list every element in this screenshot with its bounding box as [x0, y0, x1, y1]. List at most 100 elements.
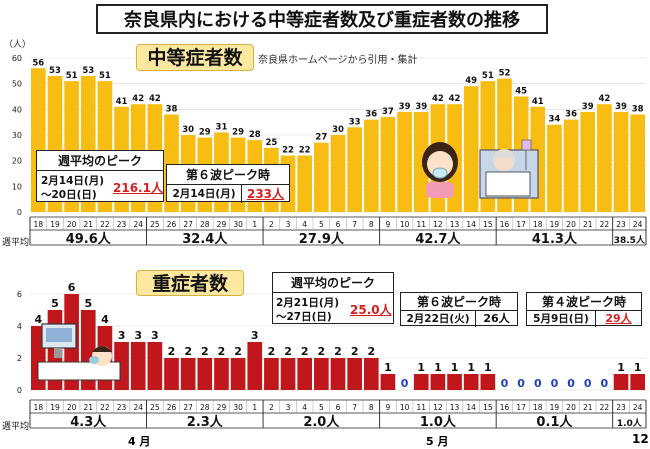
- bar: [463, 86, 479, 212]
- data-label: 39: [399, 102, 411, 112]
- x-tick-label: 20: [566, 403, 576, 412]
- data-label: 56: [32, 58, 44, 68]
- x-tick-label: 7: [352, 403, 357, 412]
- data-label: 1: [417, 361, 425, 374]
- x-tick-label: 9: [386, 220, 391, 229]
- severe-wave6-value: 26人: [483, 312, 510, 325]
- data-label: 53: [82, 66, 94, 76]
- y-tick-label: 2: [17, 354, 22, 363]
- data-label: 45: [515, 87, 527, 97]
- x-tick-label: 23: [616, 403, 626, 412]
- data-label: 27: [315, 133, 327, 143]
- x-tick-label: 24: [133, 220, 143, 229]
- bar: [330, 135, 346, 212]
- y-tick-label: 50: [12, 80, 22, 89]
- x-tick-label: 10: [400, 220, 410, 229]
- severe-wave6-title: 第６波ピーク時: [401, 293, 517, 311]
- data-label: 2: [351, 345, 359, 358]
- x-tick-label: 30: [233, 220, 243, 229]
- x-tick-label: 28: [200, 220, 210, 229]
- moderate-unit-label: （人）: [4, 40, 32, 50]
- data-label: 2: [268, 345, 276, 358]
- data-label: 3: [251, 329, 259, 342]
- x-tick-label: 24: [633, 403, 643, 412]
- data-label: 22: [299, 146, 311, 156]
- x-tick-label: 10: [400, 403, 410, 412]
- elderly-patient-in-bed-illustration: [479, 139, 539, 199]
- data-label: 2: [201, 345, 209, 358]
- y-tick-label: 6: [17, 290, 22, 299]
- data-label: 0: [501, 377, 509, 390]
- x-tick-label: 13: [450, 220, 460, 229]
- weekly-average: 1.0人: [617, 417, 643, 429]
- weekly-average: 38.5人: [614, 234, 646, 246]
- data-label: 41: [116, 97, 128, 107]
- x-tick-label: 19: [550, 403, 560, 412]
- patient-woman-illustration: [422, 142, 458, 198]
- x-tick-label: 4: [302, 220, 307, 229]
- x-tick-label: 13: [450, 403, 460, 412]
- bar: [613, 111, 629, 212]
- x-tick-label: 3: [286, 220, 291, 229]
- weekly-average: 1.0人: [420, 414, 457, 430]
- x-tick-label: 11: [416, 403, 426, 412]
- page-title: 奈良県内における中等症者数及び重症者数の推移: [96, 4, 548, 34]
- x-tick-label: 5: [319, 220, 324, 229]
- data-label: 39: [582, 102, 594, 112]
- bar: [130, 342, 146, 390]
- x-tick-label: 18: [533, 403, 543, 412]
- bar: [347, 127, 362, 212]
- data-label: 38: [632, 104, 644, 114]
- bar: [347, 358, 362, 390]
- data-label: 36: [365, 110, 377, 120]
- x-tick-label: 21: [83, 403, 93, 412]
- x-tick-label: 21: [583, 403, 593, 412]
- data-label: 0: [601, 377, 609, 390]
- bar: [230, 358, 246, 390]
- y-tick-label: 60: [12, 54, 22, 63]
- bar: [330, 358, 346, 390]
- moderate-peak-week-box: 週平均のピーク 2月14日(月) ～20日(日) 216.1人: [36, 150, 164, 202]
- y-tick-label: 0: [17, 386, 22, 395]
- severe-heading: 重症者数: [136, 270, 244, 296]
- bar: [314, 142, 329, 212]
- month-label-december: 12: [632, 432, 649, 446]
- bar: [214, 358, 229, 390]
- data-label: 3: [134, 329, 142, 342]
- x-tick-label: 29: [217, 403, 227, 412]
- data-label: 51: [99, 71, 111, 81]
- x-tick-label: 4: [302, 403, 307, 412]
- weekly-average: 49.6人: [66, 231, 112, 247]
- bar: [613, 374, 629, 390]
- x-tick-label: 21: [583, 220, 593, 229]
- wave6-title: 第６波ピーク時: [167, 165, 289, 185]
- x-tick-label: 3: [286, 403, 291, 412]
- data-label: 52: [499, 69, 511, 79]
- data-label: 53: [49, 66, 61, 76]
- y-tick-label: 4: [17, 322, 22, 331]
- bar: [580, 111, 596, 212]
- x-tick-label: 19: [50, 220, 60, 229]
- ventilator-patient-illustration: [37, 323, 121, 381]
- data-label: 1: [434, 361, 442, 374]
- data-label: 0: [534, 377, 542, 390]
- data-label: 2: [334, 345, 342, 358]
- severe-wave4-box: 第４波ピーク時 5月9日(日) 29人: [526, 292, 642, 327]
- bar: [380, 117, 396, 212]
- severe-peak-week-dates: 2月21日(月) ～27日(日): [276, 296, 340, 323]
- bar: [380, 374, 396, 390]
- y-tick-label: 30: [12, 131, 22, 140]
- data-label: 3: [151, 329, 159, 342]
- moderate-weekly-label: 週平均: [2, 238, 30, 248]
- data-label: 3: [118, 329, 126, 342]
- x-tick-label: 17: [516, 220, 526, 229]
- bar: [413, 374, 429, 390]
- weekly-average: 27.9人: [299, 231, 345, 247]
- data-label: 4: [34, 313, 42, 326]
- x-tick-label: 1: [252, 403, 257, 412]
- data-label: 39: [415, 102, 427, 112]
- severe-wave4-value: 29人: [605, 312, 632, 325]
- data-label: 51: [482, 71, 494, 81]
- x-tick-label: 1: [252, 220, 257, 229]
- x-tick-label: 9: [386, 403, 391, 412]
